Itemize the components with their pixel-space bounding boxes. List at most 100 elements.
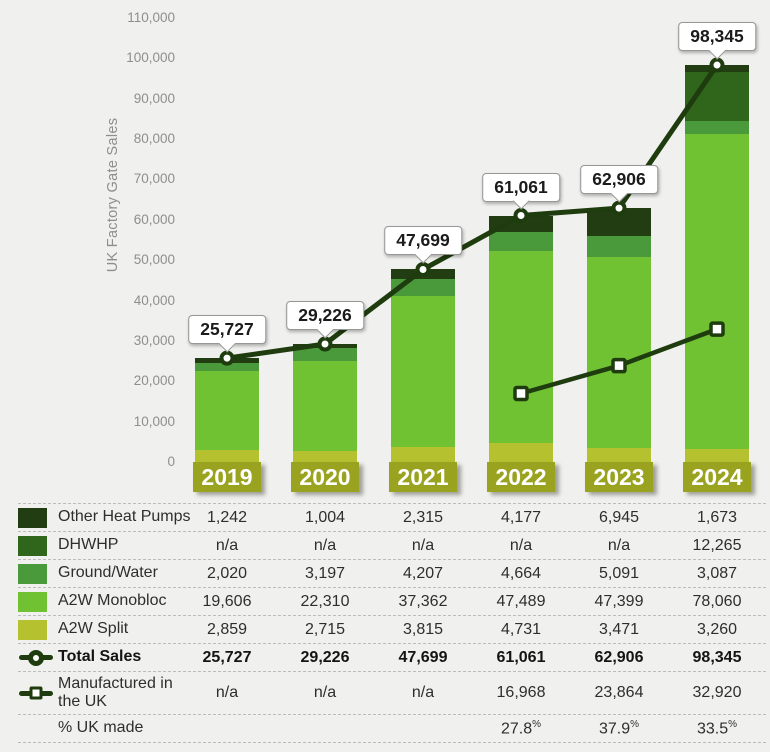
data-table: Other Heat Pumps 1,242 1,004 2,315 4,177 6,94… <box>18 503 766 743</box>
row-label: DHWHP <box>58 536 119 554</box>
table-row-other-heat-pumps: Other Heat Pumps 1,242 1,004 2,315 4,177 6,94… <box>18 503 766 531</box>
value-cell: 1,673 <box>696 508 738 526</box>
table-row-ground-water: Ground/Water 2,020 3,197 4,207 4,664 5,091 3,0… <box>18 559 766 587</box>
total-sales-callout-2022: 61,061 <box>482 172 560 210</box>
y-axis-tick: 0 <box>167 454 175 469</box>
table-row-manufactured-in-the-uk: Manufactured in the UK n/a n/a n/a 16,968 23,… <box>18 671 766 714</box>
bar-segment-a2w-split <box>685 448 749 462</box>
legend-swatch <box>18 619 47 640</box>
value-cell: 47,399 <box>594 592 644 610</box>
y-axis-tick: 10,000 <box>133 413 175 429</box>
total-sales-callout-2020: 29,226 <box>286 301 364 339</box>
value-cell: 16,968 <box>496 684 546 701</box>
bar-segment-other-heat-pumps <box>293 344 357 349</box>
year-label-2020: 2020 <box>291 462 359 492</box>
bar-segment-a2w-monobloc <box>391 295 455 447</box>
bar-segment-ground-water <box>391 278 455 296</box>
value-cell: 4,731 <box>500 620 542 638</box>
legend-swatch <box>18 591 47 612</box>
year-label-2021: 2021 <box>389 462 457 492</box>
bar-segment-ground-water <box>195 363 259 372</box>
callout-pointer <box>316 321 334 339</box>
value-cell: 2,859 <box>206 620 248 638</box>
legend-swatch-cell <box>18 619 58 640</box>
square-marker-glyph <box>29 686 43 700</box>
value-cell: 3,260 <box>696 620 738 638</box>
year-label-2024: 2024 <box>683 462 751 492</box>
value-cell: 1,242 <box>206 508 248 526</box>
bar-segment-other-heat-pumps <box>489 215 553 233</box>
bar-segment-a2w-split <box>391 446 455 462</box>
value-cell: 2,315 <box>402 508 444 526</box>
value-cell: 4,207 <box>402 564 444 582</box>
y-axis-tick: 40,000 <box>133 292 175 308</box>
value-cell: 3,471 <box>598 620 640 638</box>
value-cell: n/a <box>313 536 337 554</box>
total-sales-callout-2024: 98,345 <box>678 22 756 60</box>
legend-swatch-cell <box>18 563 58 584</box>
total-sales-callout-2019: 25,727 <box>188 315 266 353</box>
circle-marker-glyph <box>28 649 44 666</box>
value-cell: n/a <box>313 684 337 701</box>
value-cell: 4,664 <box>500 564 542 582</box>
legend-swatch-cell <box>18 535 58 556</box>
y-axis-tick: 90,000 <box>133 90 175 106</box>
bar-segment-a2w-monobloc <box>685 133 749 449</box>
value-cell: 1,004 <box>304 508 346 526</box>
value-cell: 32,920 <box>692 684 742 701</box>
row-label: A2W Monobloc <box>58 592 167 610</box>
total-sales-callout-2023: 62,906 <box>580 165 658 203</box>
year-label-2023: 2023 <box>585 462 653 492</box>
bar-segment-other-heat-pumps <box>587 208 651 237</box>
table-row-dhwhp: DHWHP n/a n/a n/a n/a n/a 12,265 <box>18 531 766 559</box>
callout-pointer <box>512 192 530 210</box>
year-label-2022: 2022 <box>487 462 555 492</box>
row-label: Other Heat Pumps <box>58 508 191 526</box>
y-axis-tick: 100,000 <box>126 50 175 66</box>
value-cell: 12,265 <box>692 536 742 554</box>
table-row-a2w-monobloc: A2W Monobloc 19,606 22,310 37,362 47,489 47,3… <box>18 587 766 615</box>
value-cell: 37,362 <box>398 592 448 610</box>
value-cell: 5,091 <box>598 564 640 582</box>
percent-sign: % <box>630 718 640 730</box>
value-cell: n/a <box>215 684 239 701</box>
y-axis-tick: 50,000 <box>133 252 175 268</box>
value-cell: 33.5% <box>696 718 738 738</box>
bar-segment-ground-water <box>685 121 749 134</box>
total-sales-marker-icon <box>18 648 54 668</box>
value-cell: 47,699 <box>398 648 448 666</box>
marker-icon-cell <box>18 683 58 703</box>
manufactured-uk-marker-icon <box>18 683 54 703</box>
marker-icon-cell <box>18 648 58 668</box>
value-cell: n/a <box>607 536 631 554</box>
value-cell: 37.9% <box>598 718 640 738</box>
value-cell: 98,345 <box>692 648 742 666</box>
legend-swatch <box>18 507 47 528</box>
value-cell: 27.8% <box>500 718 542 738</box>
y-axis-tick: 110,000 <box>127 10 175 25</box>
bar-segment-a2w-monobloc <box>587 256 651 448</box>
value-cell: 61,061 <box>496 648 546 666</box>
value-cell: 6,945 <box>598 508 640 526</box>
value-cell: 22,310 <box>300 592 350 610</box>
callout-pointer <box>610 185 628 203</box>
bar-segment-dhwhp <box>685 71 749 122</box>
callout-pointer <box>708 42 726 60</box>
bar-segment-other-heat-pumps <box>195 358 259 364</box>
table-row-a2w-split: A2W Split 2,859 2,715 3,815 4,731 3,471 3,260 <box>18 615 766 643</box>
bar-segment-a2w-monobloc <box>293 360 357 452</box>
bar-segment-a2w-split <box>587 447 651 462</box>
bar-segment-other-heat-pumps <box>391 269 455 279</box>
bar-segment-a2w-split <box>293 451 357 462</box>
value-cell: n/a <box>509 536 533 554</box>
bar-segment-a2w-monobloc <box>195 371 259 451</box>
value-cell: n/a <box>215 536 239 554</box>
value-cell: 19,606 <box>202 592 252 610</box>
percent-sign: % <box>728 718 738 730</box>
callout-pointer <box>218 335 236 353</box>
row-label: % UK made <box>58 719 144 737</box>
row-label: Manufactured in the UK <box>58 674 173 710</box>
table-row--uk-made: % UK made 27.8% 37.9% 33.5% <box>18 714 766 743</box>
year-label-2019: 2019 <box>193 462 261 492</box>
